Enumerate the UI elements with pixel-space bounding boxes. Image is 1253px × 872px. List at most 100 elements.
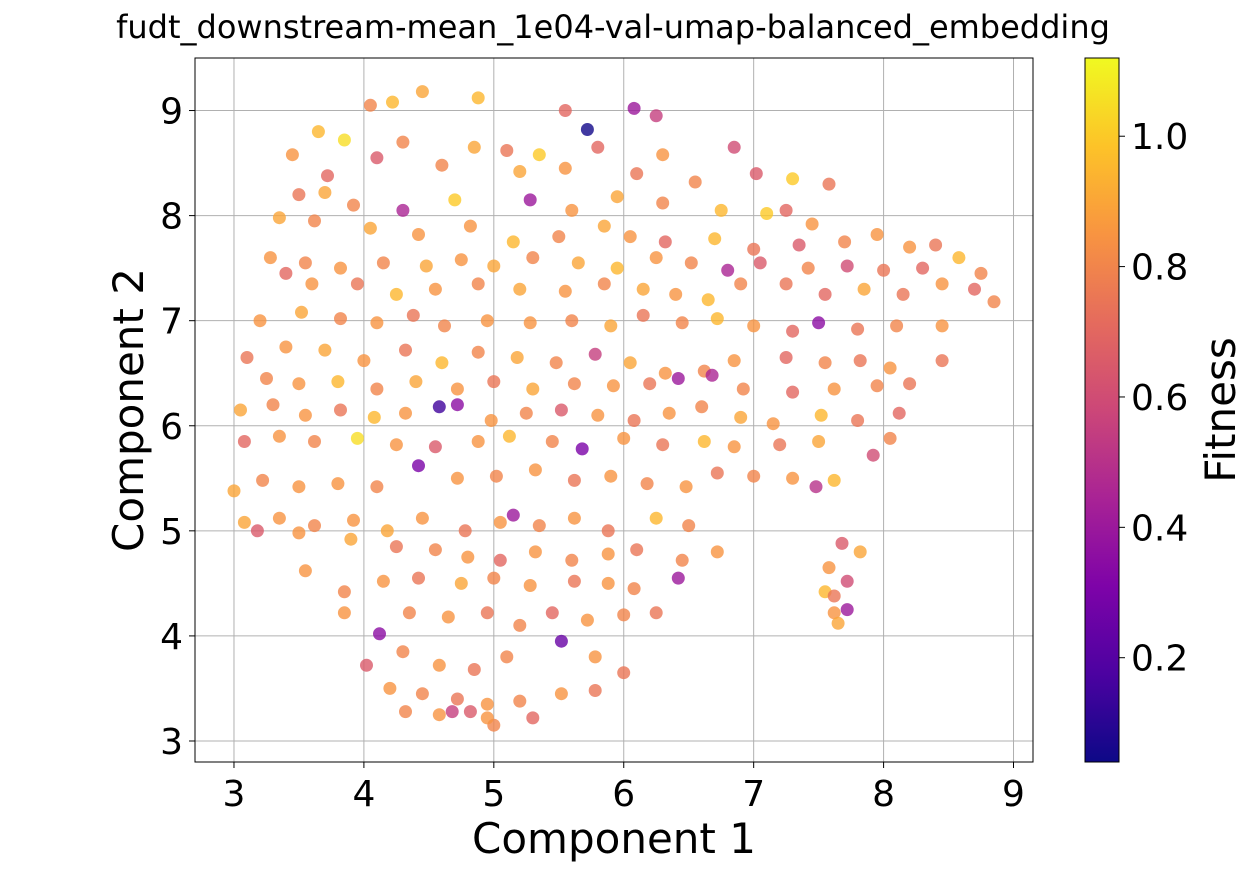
scatter-point: [840, 259, 854, 273]
scatter-point: [279, 340, 293, 354]
scatter-point: [734, 410, 748, 424]
scatter-point: [396, 135, 410, 149]
scatter-point: [567, 511, 581, 525]
scatter-point: [636, 308, 650, 322]
scatter-point: [272, 429, 286, 443]
scatter-point: [396, 645, 410, 659]
scatter-point: [684, 256, 698, 270]
scatter-point: [890, 319, 904, 333]
scatter-point: [640, 477, 654, 491]
scatter-point: [567, 377, 581, 391]
scatter-point: [952, 251, 966, 265]
scatter-point: [415, 511, 429, 525]
scatter-point: [298, 408, 312, 422]
chart-title: fudt_downstream-mean_1e04-val-umap-balan…: [116, 8, 1110, 46]
scatter-point: [649, 251, 663, 265]
scatter-point: [334, 261, 347, 275]
scatter-point: [523, 193, 537, 207]
scatter-point: [471, 345, 485, 359]
scatter-point: [373, 627, 386, 641]
scatter-point: [773, 438, 787, 452]
scatter-point: [580, 613, 594, 627]
scatter-point: [610, 261, 624, 275]
scatter-point: [591, 408, 605, 422]
scatter-point: [237, 435, 251, 448]
scatter-point: [827, 606, 841, 620]
scatter-point: [727, 140, 741, 154]
scatter-point: [321, 169, 334, 183]
scatter-point: [412, 228, 425, 241]
scatter-point: [489, 469, 503, 483]
scatter-point: [610, 190, 624, 204]
scatter-point: [292, 377, 306, 391]
x-tick-label: 4: [352, 774, 375, 815]
scatter-point: [597, 219, 611, 233]
scatter-point: [396, 203, 410, 217]
scatter-point: [567, 473, 581, 487]
scatter-point: [779, 351, 793, 364]
scatter-point: [419, 259, 433, 273]
scatter-point: [502, 429, 516, 443]
scatter-point: [721, 263, 735, 277]
scatter-point: [463, 705, 477, 719]
colorbar-tick-label: 0.8: [1131, 248, 1188, 289]
scatter-point: [471, 91, 485, 105]
scatter-point: [487, 571, 501, 585]
scatter-point: [565, 553, 579, 567]
scatter-point: [263, 251, 277, 265]
scatter-point: [853, 354, 867, 368]
scatter-point: [467, 663, 481, 676]
scatter-point: [487, 259, 501, 273]
scatter-point: [857, 282, 871, 296]
scatter-point: [896, 287, 910, 301]
colorbar-tick-label: 0.6: [1131, 378, 1188, 419]
scatter-point: [380, 524, 394, 538]
scatter-point: [399, 406, 412, 420]
scatter-point: [545, 435, 559, 448]
scatter-point: [747, 242, 761, 256]
scatter-point: [617, 431, 631, 445]
scatter-point: [627, 414, 641, 427]
scatter-point: [779, 203, 793, 217]
scatter-point: [471, 435, 485, 448]
scatter-point: [412, 459, 425, 473]
colorbar-tick-label: 0.4: [1131, 508, 1188, 549]
scatter-point: [450, 692, 464, 706]
scatter-point: [580, 123, 594, 136]
scatter-point: [493, 553, 507, 567]
scatter-point: [588, 347, 602, 361]
scatter-point: [389, 287, 403, 301]
scatter-point: [682, 519, 696, 533]
scatter-point: [883, 361, 897, 375]
colorbar-ticks: 0.2 0.4 0.6 0.8 1.0: [1119, 117, 1188, 680]
scatter-point: [935, 354, 949, 368]
scatter-point: [840, 603, 854, 617]
scatter-point: [406, 308, 420, 322]
scatter-point: [272, 511, 286, 525]
scatter-point: [792, 238, 806, 252]
scatter-point: [334, 312, 347, 326]
scatter-point: [558, 161, 572, 175]
scatter-point: [669, 287, 683, 301]
scatter-point: [545, 606, 559, 620]
scatter-point: [760, 207, 774, 220]
scatter-point: [840, 574, 854, 588]
scatter-point: [370, 151, 384, 165]
scatter-point: [736, 382, 750, 396]
scatter-point: [305, 277, 319, 291]
scatter-point: [347, 513, 360, 527]
scatter-point: [292, 480, 306, 494]
scatter-point: [851, 414, 865, 427]
scatter-point: [513, 618, 527, 632]
scatter-point: [308, 214, 321, 228]
scatter-point: [903, 377, 917, 391]
scatter-point: [565, 314, 579, 328]
scatter-point: [623, 230, 637, 244]
scatter-point: [786, 385, 800, 399]
scatter-point: [402, 606, 416, 620]
scatter-point: [450, 398, 464, 412]
scatter-point: [506, 235, 520, 249]
scatter-point: [883, 431, 897, 445]
scatter-point: [597, 277, 611, 291]
scatter-point: [747, 319, 761, 333]
